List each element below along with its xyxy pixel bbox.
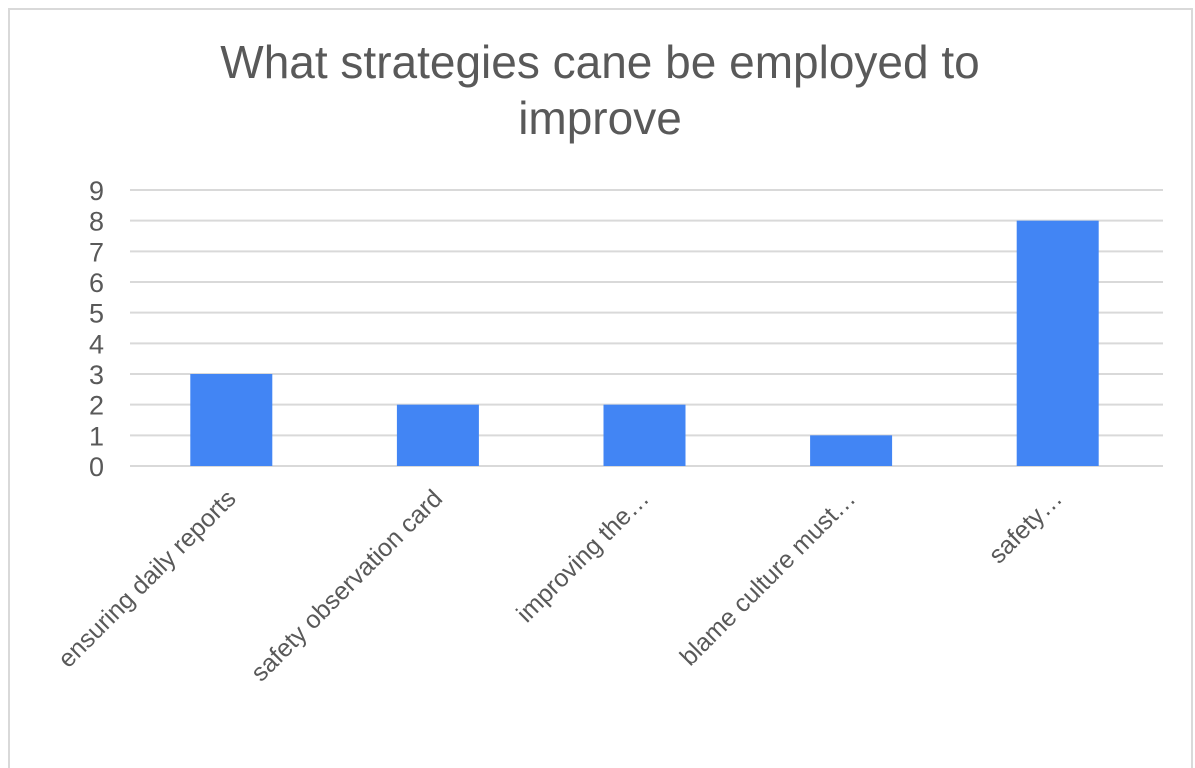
y-tick-label: 3	[89, 360, 104, 390]
bar	[397, 405, 479, 466]
y-tick-label: 5	[89, 299, 104, 329]
y-tick-label: 2	[89, 391, 104, 421]
bar	[190, 374, 272, 466]
bar	[604, 405, 686, 466]
bar	[810, 435, 892, 466]
y-tick-label: 8	[89, 207, 104, 237]
bar	[1017, 221, 1099, 466]
x-tick-label: blame culture must…	[675, 484, 862, 671]
y-tick-label: 9	[89, 176, 104, 206]
x-tick-label: safety observation card	[246, 484, 449, 687]
x-tick-label: ensuring daily reports	[53, 484, 242, 673]
y-tick-label: 0	[89, 452, 104, 482]
y-tick-label: 6	[89, 268, 104, 298]
y-tick-label: 7	[89, 237, 104, 267]
x-tick-label: safety…	[983, 484, 1068, 569]
y-tick-label: 1	[89, 421, 104, 451]
x-tick-label: improving the…	[511, 484, 655, 628]
y-tick-label: 4	[89, 329, 104, 359]
